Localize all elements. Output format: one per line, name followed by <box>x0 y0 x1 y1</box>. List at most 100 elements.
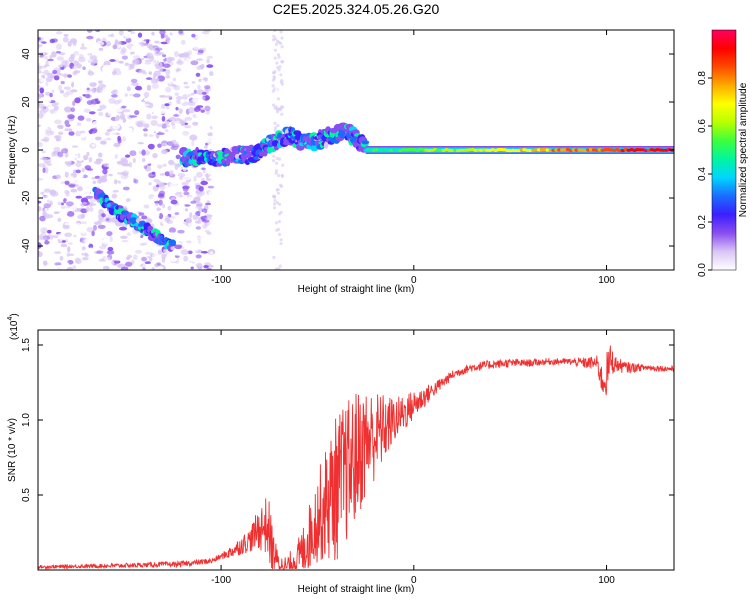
spectrogram-noise-cell <box>78 56 86 63</box>
spectrogram-noise-cell <box>275 61 279 65</box>
spectrogram-noise-cell <box>45 81 49 87</box>
spectrogram-noise-cell <box>265 175 269 179</box>
spectrogram-noise-cell <box>38 141 44 148</box>
spectrogram-noise-cell <box>126 208 134 211</box>
spectrogram-noise-cell <box>172 217 177 224</box>
spectrogram-noise-cell <box>97 224 106 229</box>
spectrogram-noise-cell <box>178 30 184 34</box>
spectrogram-noise-cell <box>108 97 116 104</box>
spectrogram-noise-cell <box>199 211 206 217</box>
spectrogram-noise-cell <box>41 267 47 270</box>
spectrogram-noise-cell <box>64 211 68 215</box>
spectrogram-noise-cell <box>64 171 69 178</box>
spectrogram-noise-cell <box>64 120 70 126</box>
spectrogram-noise-cell <box>336 251 340 254</box>
spectrogram-noise-cell <box>178 108 183 114</box>
spectrogram-noise-cell <box>295 127 299 131</box>
spectrogram-noise-cell <box>66 201 74 207</box>
spectrogram-noise-cell <box>88 157 93 163</box>
spectrogram-noise-cell <box>303 185 307 188</box>
spectrogram-noise-cell <box>120 157 128 162</box>
spectrogram-noise-cell <box>205 216 212 221</box>
spectrogram-noise-cell <box>206 64 214 68</box>
spectrogram-noise-cell <box>100 186 107 191</box>
spectrogram-noise-cell <box>54 251 62 255</box>
spectrogram-noise-cell <box>80 221 87 224</box>
spectrogram-noise-cell <box>131 53 137 57</box>
spectrogram-noise-cell <box>151 82 159 89</box>
spectrogram-noise-cell <box>79 148 85 154</box>
spectrogram-noise-cell <box>185 59 191 63</box>
spectrogram-noise-cell <box>53 146 61 152</box>
spectrogram-noise-cell <box>114 179 118 185</box>
spectrogram-noise-cell <box>183 191 190 196</box>
spectrogram-noise-cell <box>41 41 47 44</box>
spectrogram-noise-cell <box>97 218 103 224</box>
spectrogram-noise-cell <box>182 243 191 247</box>
spectrogram-noise-cell <box>75 162 82 168</box>
spectrogram-noise-cell <box>358 230 362 233</box>
spectrogram-noise-cell <box>73 169 77 175</box>
spectrogram-noise-cell <box>89 133 95 138</box>
spectrogram-noise-cell <box>278 264 282 268</box>
spectrogram-noise-cell <box>133 179 139 184</box>
spectrogram-noise-cell <box>239 173 243 177</box>
spectrogram-noise-cell <box>151 31 155 36</box>
spectrogram-noise-cell <box>348 248 352 251</box>
spectrogram-noise-cell <box>163 63 171 68</box>
spectrogram-noise-cell <box>61 205 66 209</box>
spectrogram-noise-cell <box>107 254 113 261</box>
spectrogram-noise-cell <box>195 262 203 269</box>
snr-panel: -100 0 100 0.5 1.0 1.5 Height of straight lin… <box>7 313 675 595</box>
spectrogram-noise-cell <box>133 30 141 33</box>
spectrogram-noise-cell <box>51 89 55 93</box>
spectrogram-noise-cell <box>104 212 111 218</box>
spectrogram-noise-cell <box>275 188 279 192</box>
spectrogram-noise-cell <box>200 167 206 171</box>
spectrogram-noise-cell <box>184 46 191 52</box>
spectrogram-noise-cell <box>142 71 147 75</box>
spectrogram-noise-cell <box>159 173 165 176</box>
spectrogram-noise-cell <box>174 212 180 216</box>
spectrogram-noise-cell <box>249 170 253 173</box>
spectrogram-noise-cell <box>156 213 160 217</box>
spectrogram-noise-cell <box>175 154 181 160</box>
spectrogram-noise-cell <box>81 133 85 139</box>
spectrogram-noise-cell <box>151 85 160 89</box>
spectrogram-noise-cell <box>67 74 72 78</box>
spectrogram-noise-cell <box>99 245 107 250</box>
spectrogram-noise-cell <box>312 98 315 102</box>
spectrogram-noise-cell <box>146 39 150 44</box>
spectrogram-noise-cell <box>92 180 97 184</box>
spectrogram-noise-cell <box>277 55 281 59</box>
spectrogram-noise-cell <box>61 114 67 120</box>
spectrogram-noise-cell <box>197 84 201 90</box>
spectrogram-noise-cell <box>165 215 170 219</box>
spectrogram-noise-cell <box>160 33 165 39</box>
spectrogram-noise-cell <box>168 170 174 177</box>
spectrogram-noise-cell <box>203 265 209 269</box>
spectrogram-noise-cell <box>106 40 111 47</box>
spectrogram-noise-cell <box>158 100 163 105</box>
spectrogram-ylabel: Frequency (Hz) <box>7 116 18 185</box>
spectrogram-noise-cell <box>275 87 279 92</box>
spectrogram-noise-cell <box>146 84 152 91</box>
spectrogram-noise-cell <box>94 175 101 179</box>
spectrogram-noise-cell <box>78 53 84 59</box>
spectrogram-noise-cell <box>83 238 91 243</box>
spectrogram-noise-cell <box>126 232 131 236</box>
spectrogram-noise-cell <box>206 55 213 59</box>
spectrogram-noise-cell <box>205 142 209 146</box>
spectrogram-noise-cell <box>233 111 237 114</box>
spectrogram-noise-cell <box>152 153 158 159</box>
spectrogram-noise-cell <box>280 159 284 162</box>
spectrogram-noise-cell <box>39 215 46 222</box>
spectrogram-noise-cell <box>192 214 199 220</box>
spectrogram-noise-cell <box>331 213 335 216</box>
spectrogram-noise-cell <box>151 171 156 175</box>
spectrogram-noise-cell <box>143 133 148 137</box>
spectrogram-noise-cell <box>160 156 164 162</box>
spectrogram-noise-cell <box>346 71 350 75</box>
spectrogram-noise-cell <box>43 127 48 130</box>
